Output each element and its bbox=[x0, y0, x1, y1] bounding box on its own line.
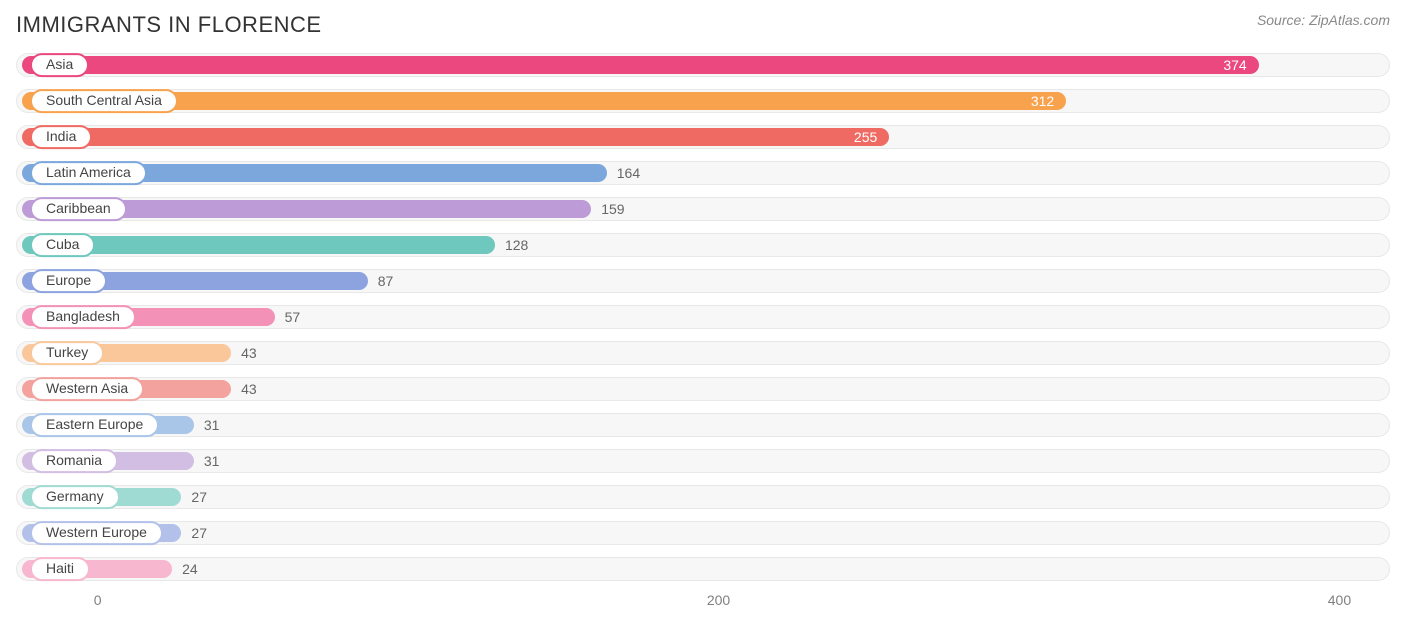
bar-category-pill: Romania bbox=[30, 449, 118, 473]
bar-category-pill: Bangladesh bbox=[30, 305, 136, 329]
bar-category-pill: Caribbean bbox=[30, 197, 127, 221]
bar-category-pill: Europe bbox=[30, 269, 107, 293]
bar-value-label: 312 bbox=[22, 93, 1066, 109]
bars-container: Asia374 South Central Asia312 India255 Lati… bbox=[16, 50, 1390, 584]
bar-row: Cuba 128 bbox=[16, 230, 1390, 260]
bar-row: Bangladesh 57 bbox=[16, 302, 1390, 332]
bar-category-pill: Germany bbox=[30, 485, 120, 509]
bar-value-label: 255 bbox=[22, 129, 889, 145]
bar-value-label: 27 bbox=[191, 489, 207, 505]
bar-value-label: 164 bbox=[617, 165, 640, 181]
bar-category-pill: Western Asia bbox=[30, 377, 144, 401]
bar-category-pill: Eastern Europe bbox=[30, 413, 159, 437]
bar-row: Caribbean 159 bbox=[16, 194, 1390, 224]
bar-row: Turkey 43 bbox=[16, 338, 1390, 368]
bar-track bbox=[16, 557, 1390, 581]
bar-category-pill: Turkey bbox=[30, 341, 104, 365]
bar-value-label: 24 bbox=[182, 561, 198, 577]
axis-tick: 200 bbox=[707, 592, 730, 608]
chart-area: Asia374 South Central Asia312 India255 Lati… bbox=[16, 50, 1390, 616]
bar-row: South Central Asia312 bbox=[16, 86, 1390, 116]
bar-value-label: 87 bbox=[378, 273, 394, 289]
source-name: ZipAtlas.com bbox=[1309, 12, 1390, 28]
chart-source: Source: ZipAtlas.com bbox=[1257, 12, 1390, 28]
bar-value-label: 128 bbox=[505, 237, 528, 253]
bar-track bbox=[16, 521, 1390, 545]
chart-header: IMMIGRANTS IN FLORENCE Source: ZipAtlas.… bbox=[16, 12, 1390, 38]
bar-value-label: 57 bbox=[285, 309, 301, 325]
bar-track bbox=[16, 485, 1390, 509]
bar-track bbox=[16, 449, 1390, 473]
x-axis: 0 200 400 bbox=[16, 592, 1390, 616]
bar-row: Western Europe 27 bbox=[16, 518, 1390, 548]
bar-category-pill: Latin America bbox=[30, 161, 147, 185]
bar-row: Asia374 bbox=[16, 50, 1390, 80]
bar-value-label: 31 bbox=[204, 417, 220, 433]
bar-row: Eastern Europe 31 bbox=[16, 410, 1390, 440]
bar-row: Europe 87 bbox=[16, 266, 1390, 296]
bar-row: Romania 31 bbox=[16, 446, 1390, 476]
bar-row: India255 bbox=[16, 122, 1390, 152]
bar-row: Latin America 164 bbox=[16, 158, 1390, 188]
bar-track bbox=[16, 413, 1390, 437]
bar-row: Germany 27 bbox=[16, 482, 1390, 512]
chart-title: IMMIGRANTS IN FLORENCE bbox=[16, 12, 322, 38]
bar-value-label: 31 bbox=[204, 453, 220, 469]
axis-tick: 0 bbox=[94, 592, 102, 608]
bar-value-label: 374 bbox=[22, 57, 1259, 73]
bar-row: Haiti 24 bbox=[16, 554, 1390, 584]
axis-tick: 400 bbox=[1328, 592, 1351, 608]
bar-value-label: 43 bbox=[241, 345, 257, 361]
bar-category-pill: Cuba bbox=[30, 233, 95, 257]
bar-value-label: 159 bbox=[601, 201, 624, 217]
bar-value-label: 43 bbox=[241, 381, 257, 397]
bar-row: Western Asia 43 bbox=[16, 374, 1390, 404]
bar-category-pill: Western Europe bbox=[30, 521, 163, 545]
bar-value-label: 27 bbox=[191, 525, 207, 541]
bar-category-pill: Haiti bbox=[30, 557, 90, 581]
source-prefix: Source: bbox=[1257, 12, 1309, 28]
